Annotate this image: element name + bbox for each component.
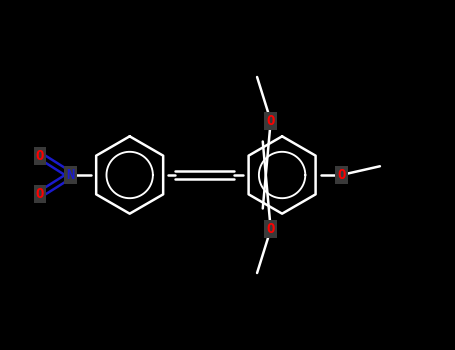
Text: O: O [267,222,275,236]
Text: O: O [267,114,275,128]
Text: O: O [36,149,44,163]
Text: O: O [36,187,44,201]
Text: N: N [66,168,75,182]
Text: O: O [337,168,345,182]
